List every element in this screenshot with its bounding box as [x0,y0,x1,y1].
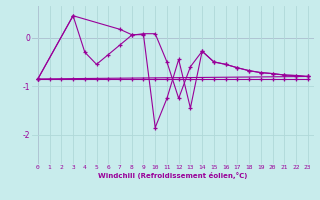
X-axis label: Windchill (Refroidissement éolien,°C): Windchill (Refroidissement éolien,°C) [98,172,247,179]
